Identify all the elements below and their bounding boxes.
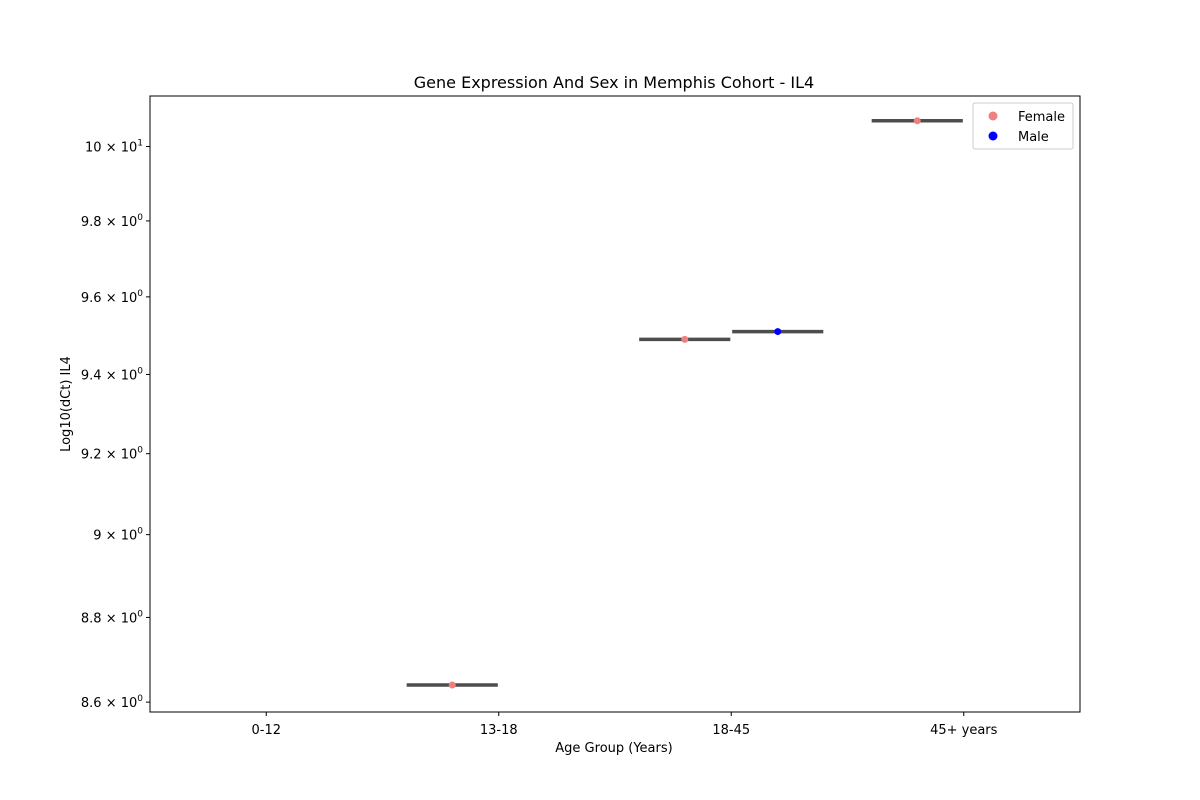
y-tick-label: 9.4 × 100 xyxy=(81,366,143,383)
legend-box xyxy=(972,102,1074,150)
y-tick-label: 9.6 × 100 xyxy=(81,289,143,306)
data-point xyxy=(448,681,456,689)
legend-label: Male xyxy=(1018,130,1049,145)
legend-marker xyxy=(988,131,998,141)
y-axis: 8.6 × 100 8.8 × 100 9 × 100 9.2 × 100 9.4 × … xyxy=(81,138,150,711)
chart-title: Gene Expression And Sex in Memphis Cohor… xyxy=(414,73,814,92)
data-point xyxy=(774,328,782,336)
y-tick-label: 9.8 × 100 xyxy=(81,213,143,230)
legend-marker xyxy=(988,111,998,121)
y-tick-label: 9.2 × 100 xyxy=(81,446,143,463)
data-point xyxy=(681,335,689,343)
x-axis-label: Age Group (Years) xyxy=(555,741,672,756)
x-tick-label: 13-18 xyxy=(480,723,518,738)
plot-frame xyxy=(149,95,1081,713)
y-axis-label: Log10(dCt) IL4 xyxy=(59,356,74,452)
legend-label: Female xyxy=(1018,110,1065,125)
legend: Female Male xyxy=(972,102,1074,150)
y-tick-label: 10 × 101 xyxy=(85,138,143,155)
x-tick-label: 0-12 xyxy=(251,723,281,738)
x-tick-label: 45+ years xyxy=(930,723,998,738)
y-tick-label: 9 × 100 xyxy=(93,527,143,544)
x-tick-label: 18-45 xyxy=(712,723,750,738)
x-axis: 0-12 13-18 18-45 45+ years xyxy=(251,712,998,738)
y-tick-label: 8.6 × 100 xyxy=(81,694,143,711)
y-tick-label: 8.8 × 100 xyxy=(81,609,143,626)
data-point xyxy=(913,117,921,125)
plot-marks xyxy=(406,117,963,689)
